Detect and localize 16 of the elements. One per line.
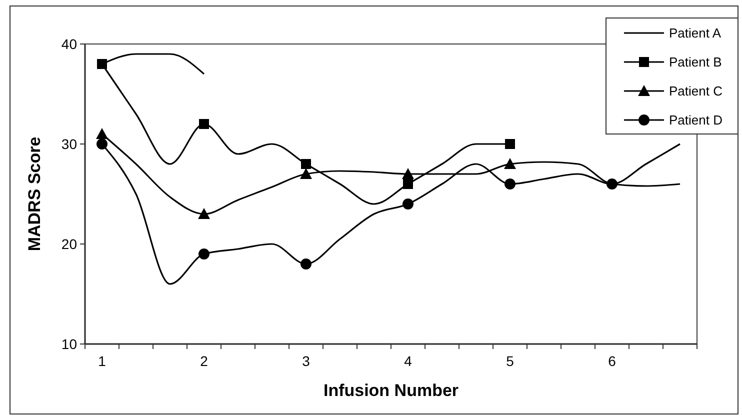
x-tick-label: 4 <box>404 353 412 369</box>
y-tick-label: 20 <box>61 236 78 252</box>
x-tick-label: 3 <box>302 353 310 369</box>
x-tick-label: 5 <box>506 353 514 369</box>
y-tick-label: 10 <box>61 336 78 352</box>
y-tick-label: 40 <box>61 36 78 52</box>
x-axis-title: Infusion Number <box>323 381 459 400</box>
legend-label: Patient B <box>669 54 722 70</box>
x-tick-label: 6 <box>608 353 616 369</box>
legend-label: Patient C <box>669 84 722 99</box>
y-tick-label: 30 <box>61 136 78 152</box>
legend-label: Patient A <box>669 26 722 41</box>
x-tick-label: 2 <box>200 353 208 369</box>
legend-label: Patient D <box>669 112 722 128</box>
x-tick-label: 1 <box>98 353 106 369</box>
y-axis-title: MADRS Score <box>25 136 44 252</box>
